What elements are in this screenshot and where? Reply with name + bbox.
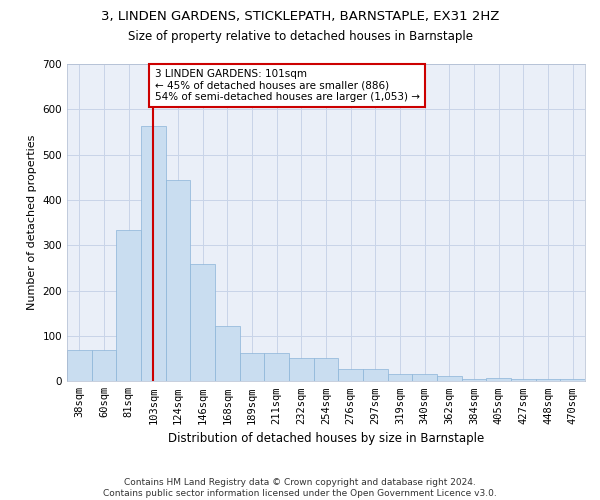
Bar [116, 230, 141, 382]
Bar [166, 180, 190, 382]
Bar [412, 374, 437, 382]
Bar [487, 378, 511, 382]
Bar [141, 126, 166, 382]
Bar [363, 368, 388, 382]
Bar [437, 376, 461, 382]
Text: 3, LINDEN GARDENS, STICKLEPATH, BARNSTAPLE, EX31 2HZ: 3, LINDEN GARDENS, STICKLEPATH, BARNSTAP… [101, 10, 499, 23]
Text: Size of property relative to detached houses in Barnstaple: Size of property relative to detached ho… [128, 30, 473, 43]
Bar [265, 352, 289, 382]
Bar [511, 379, 536, 382]
Bar [289, 358, 314, 382]
Bar [388, 374, 412, 382]
Bar [314, 358, 338, 382]
Bar [92, 350, 116, 382]
Bar [536, 379, 560, 382]
X-axis label: Distribution of detached houses by size in Barnstaple: Distribution of detached houses by size … [168, 432, 484, 445]
Text: Contains HM Land Registry data © Crown copyright and database right 2024.
Contai: Contains HM Land Registry data © Crown c… [103, 478, 497, 498]
Bar [215, 326, 239, 382]
Bar [67, 350, 92, 382]
Bar [190, 264, 215, 382]
Text: 3 LINDEN GARDENS: 101sqm
← 45% of detached houses are smaller (886)
54% of semi-: 3 LINDEN GARDENS: 101sqm ← 45% of detach… [155, 69, 419, 102]
Bar [338, 368, 363, 382]
Bar [560, 379, 585, 382]
Bar [239, 352, 265, 382]
Y-axis label: Number of detached properties: Number of detached properties [27, 135, 37, 310]
Bar [461, 379, 487, 382]
